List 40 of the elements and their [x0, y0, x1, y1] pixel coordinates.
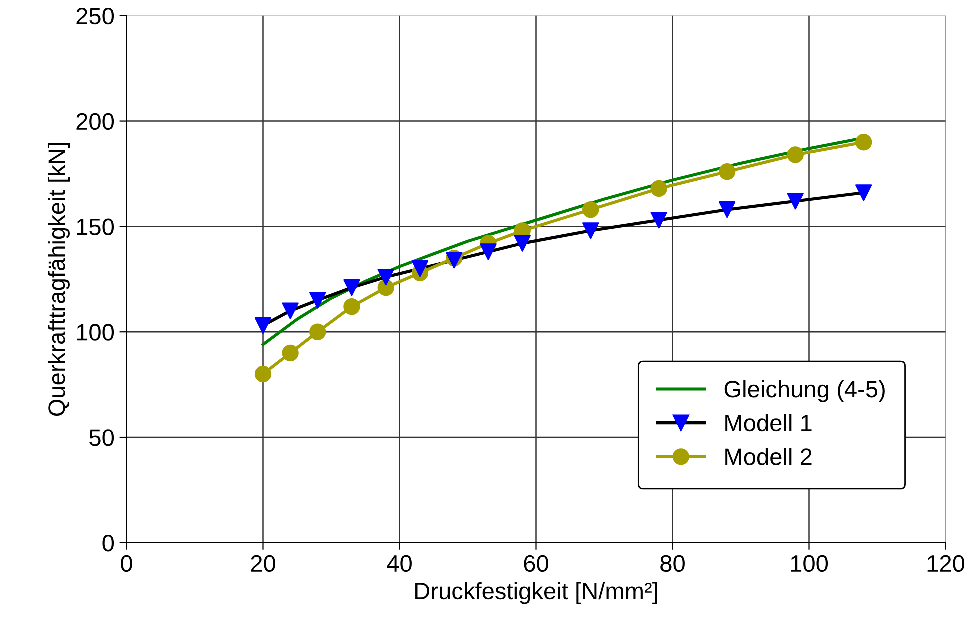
point: [582, 222, 600, 240]
point: [787, 146, 804, 164]
point: [856, 134, 872, 151]
point: [254, 366, 272, 383]
point: [282, 344, 299, 362]
x-tick-label: 40: [387, 555, 412, 572]
x-tick-label: 80: [660, 555, 685, 572]
point: [719, 201, 736, 218]
y-tick-label: 100: [77, 324, 114, 341]
y-axis-title: Querkrafttragfähigkeit [kN]: [48, 143, 70, 416]
point: [310, 292, 326, 309]
x-tick-label: 60: [524, 555, 548, 572]
point: [719, 164, 736, 180]
x-axis-title: Druckfestigkeit [N/mm²]: [416, 582, 658, 604]
point: [412, 260, 429, 278]
point: [650, 180, 668, 198]
legend-label: Gleichung (4-5): [724, 380, 885, 402]
point: [310, 324, 326, 340]
point: [378, 268, 394, 286]
y-tick-label: 200: [76, 113, 114, 130]
point: [480, 244, 497, 260]
legend-label: Modell 2: [726, 448, 812, 466]
x-tick-label: 100: [791, 555, 828, 572]
legend-label: Modell 1: [726, 414, 812, 432]
point: [582, 201, 600, 218]
y-tick-label: 0: [102, 534, 114, 552]
y-tick-label: 50: [90, 430, 114, 446]
x-tick-label: 120: [928, 555, 965, 572]
x-tick-label: 20: [251, 555, 276, 572]
point: [514, 235, 531, 252]
point: [254, 317, 272, 334]
point: [787, 193, 804, 210]
point: [344, 298, 360, 316]
point: [650, 212, 668, 229]
x-tick-label: 0: [121, 555, 132, 572]
point: [282, 302, 299, 320]
y-tick-label: 250: [76, 8, 114, 25]
y-tick-label: 150: [77, 218, 114, 236]
point: [344, 280, 360, 296]
point: [856, 184, 872, 202]
